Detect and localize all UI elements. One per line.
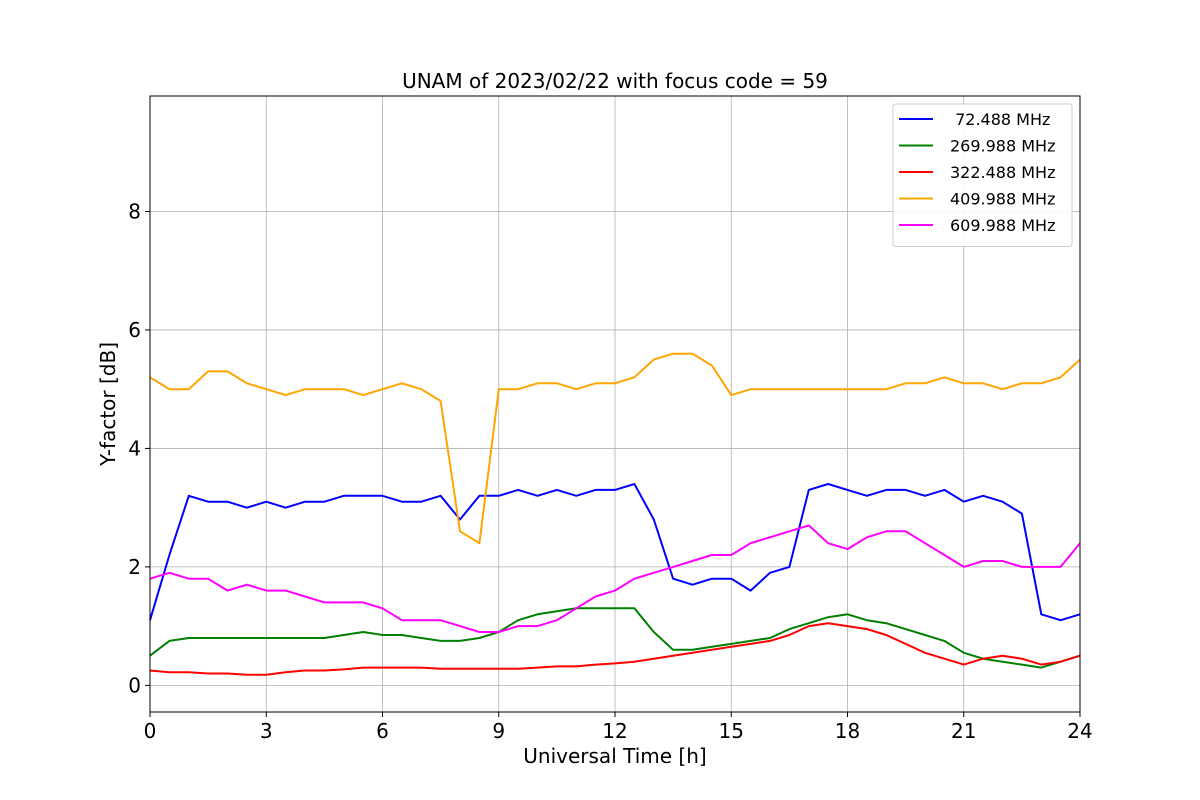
y-tick-label: 4 <box>128 436 141 460</box>
x-tick-label: 3 <box>260 719 273 743</box>
x-tick-label: 24 <box>1067 719 1092 743</box>
x-axis-label: Universal Time [h] <box>523 744 706 768</box>
y-tick-label: 8 <box>128 200 141 224</box>
legend: 72.488 MHz 269.988 MHz 322.488 MHz 409.988 … <box>892 103 1073 247</box>
legend-label: 409.988 MHz <box>950 190 1055 209</box>
y-tick-label: 0 <box>128 673 141 697</box>
series-lines <box>149 352 1081 676</box>
series-line-5 <box>149 524 1081 633</box>
y-tick-label: 2 <box>128 555 141 579</box>
series-line-1 <box>149 483 1081 622</box>
y-tick-label: 6 <box>128 318 141 342</box>
series-line-3 <box>149 622 1081 676</box>
series-line-2 <box>149 607 1081 669</box>
x-tick-label: 15 <box>719 719 744 743</box>
x-tick-label: 6 <box>376 719 389 743</box>
x-tick-label: 0 <box>144 719 157 743</box>
legend-label: 609.988 MHz <box>950 216 1055 235</box>
y-axis-label: Y-factor [dB] <box>96 342 120 467</box>
x-tick-label: 9 <box>492 719 505 743</box>
x-tick-label: 18 <box>835 719 860 743</box>
legend-label: 269.988 MHz <box>950 137 1055 156</box>
x-tick-label: 12 <box>602 719 627 743</box>
legend-box <box>892 103 1073 247</box>
series-line-4 <box>149 352 1081 545</box>
legend-label: 72.488 MHz <box>950 110 1050 129</box>
chart-title: UNAM of 2023/02/22 with focus code = 59 <box>402 69 828 93</box>
x-tick-label: 21 <box>951 719 976 743</box>
legend-label: 322.488 MHz <box>950 163 1055 182</box>
